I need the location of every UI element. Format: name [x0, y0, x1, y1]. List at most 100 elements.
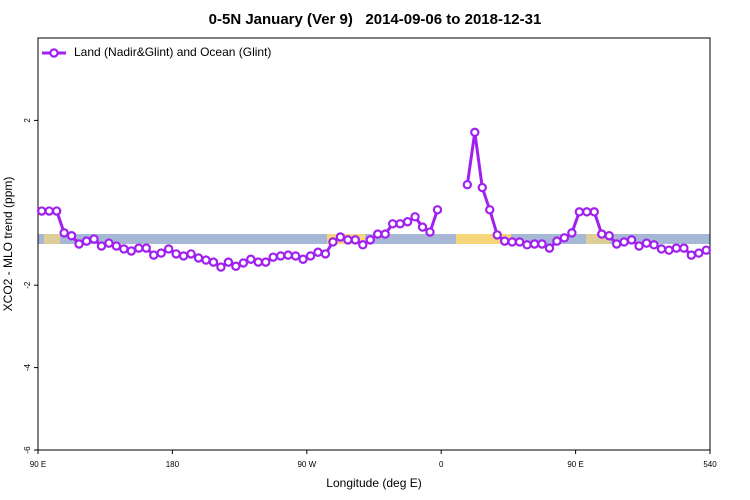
- point: [186, 249, 196, 259]
- point: [141, 243, 151, 253]
- point: [298, 254, 308, 264]
- point: [156, 248, 166, 258]
- point: [216, 262, 226, 272]
- point: [201, 255, 211, 265]
- point: [462, 179, 473, 190]
- point: [126, 246, 137, 256]
- point: [694, 248, 704, 258]
- point: [641, 238, 652, 248]
- point: [656, 244, 667, 254]
- point: [320, 249, 331, 259]
- point: [611, 239, 622, 249]
- point: [417, 222, 428, 232]
- x-axis-label: Longitude (deg E): [326, 476, 421, 490]
- point: [701, 245, 711, 255]
- y-tick-label: -6: [23, 446, 32, 454]
- point: [261, 257, 271, 267]
- point: [104, 238, 114, 248]
- point: [567, 228, 577, 238]
- point: [671, 243, 682, 253]
- point: [328, 237, 338, 247]
- point: [559, 233, 570, 243]
- x-tick-label: 180: [166, 460, 180, 469]
- plot-frame: [37, 37, 711, 451]
- y-tick-label: 2: [23, 118, 32, 123]
- point: [410, 212, 420, 222]
- point: [477, 182, 487, 193]
- point: [290, 251, 301, 261]
- point: [149, 250, 159, 260]
- point: [432, 205, 443, 215]
- point: [37, 206, 47, 216]
- x-tick-label: 90 E: [30, 460, 46, 469]
- point: [514, 237, 525, 247]
- chart-title: 0-5N January (Ver 9) 2014-09-06 to 2018-…: [209, 11, 542, 28]
- point: [522, 240, 532, 250]
- y-tick-label: -2: [23, 281, 32, 289]
- y-axis-label: XCO2 - MLO trend (ppm): [1, 177, 15, 312]
- x-tick-label: 90 W: [297, 460, 316, 469]
- point: [171, 249, 181, 259]
- point: [134, 243, 144, 253]
- x-tick-label: 0: [439, 460, 444, 469]
- point: [119, 244, 129, 254]
- point: [268, 252, 278, 262]
- point: [365, 235, 375, 245]
- point: [275, 251, 286, 261]
- point: [81, 236, 92, 246]
- point: [343, 235, 353, 245]
- point: [664, 245, 674, 255]
- point: [208, 257, 219, 267]
- point: [470, 127, 480, 138]
- point: [193, 253, 204, 263]
- point: [582, 207, 592, 217]
- point: [604, 231, 614, 241]
- point: [283, 250, 293, 260]
- point: [313, 247, 323, 257]
- point: [529, 239, 540, 249]
- point: [686, 250, 697, 260]
- point: [223, 257, 234, 267]
- point: [44, 206, 54, 216]
- point: [507, 237, 517, 247]
- point: [499, 236, 510, 246]
- x-tick-label: 540: [703, 460, 717, 469]
- point: [634, 241, 644, 251]
- point: [380, 229, 390, 239]
- legend-marker: [49, 48, 59, 58]
- point: [350, 235, 361, 245]
- point: [552, 236, 562, 246]
- point: [51, 206, 62, 216]
- band-land: [456, 234, 511, 244]
- point: [574, 207, 585, 217]
- point: [305, 251, 316, 261]
- point: [89, 234, 99, 244]
- point: [96, 241, 107, 251]
- point: [66, 231, 77, 241]
- point: [619, 237, 629, 247]
- point: [597, 229, 607, 239]
- point: [425, 227, 435, 237]
- y-tick-label: -4: [23, 363, 32, 371]
- point: [402, 217, 413, 227]
- point: [395, 219, 405, 229]
- point: [537, 239, 547, 249]
- legend-label: Land (Nadir&Glint) and Ocean (Glint): [74, 45, 271, 59]
- band-land: [44, 234, 60, 244]
- point: [59, 228, 69, 238]
- point: [178, 251, 189, 261]
- band-land: [586, 234, 610, 244]
- x-tick-label: 90 E: [567, 460, 583, 469]
- point: [111, 241, 122, 251]
- point: [649, 240, 659, 250]
- point: [544, 243, 555, 253]
- point: [485, 205, 495, 215]
- point: [373, 229, 383, 239]
- point: [253, 257, 263, 267]
- point: [163, 244, 174, 254]
- point: [387, 219, 398, 229]
- point: [679, 243, 689, 253]
- point: [238, 258, 249, 268]
- point: [335, 232, 346, 242]
